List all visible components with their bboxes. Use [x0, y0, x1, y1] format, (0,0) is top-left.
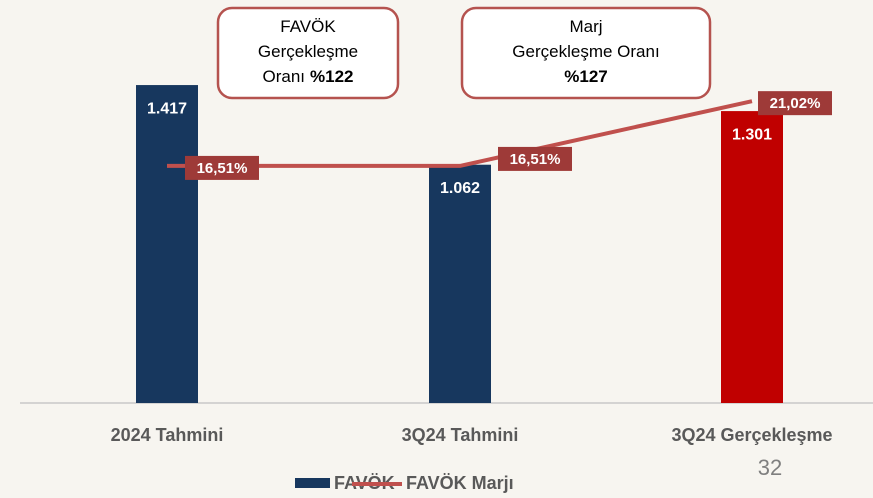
annotation-text: Oranı %122 [262, 67, 353, 86]
annotation-text: FAVÖK [280, 17, 336, 36]
line-value-label: 16,51% [510, 151, 561, 168]
annotation-span: Gerçekleşme [258, 42, 358, 61]
x-tick-label: 3Q24 Tahmini [402, 425, 519, 445]
line [167, 99, 753, 168]
annotation-emphasis: %122 [310, 67, 353, 86]
line-label-box [185, 155, 259, 180]
annotation-text: %127 [564, 67, 607, 86]
annotation-span: Oranı [262, 67, 305, 86]
line-label-box [758, 91, 832, 116]
legend-label: FAVÖK Marjı [406, 473, 514, 493]
line-value-label: 16,51% [197, 160, 248, 177]
x-tick-label: 3Q24 Gerçekleşme [671, 425, 832, 445]
annotation-emphasis: %127 [564, 67, 607, 86]
annotation-span: Marj [569, 17, 602, 36]
annotation-span: FAVÖK [280, 17, 336, 36]
bar-value-label: 1.417 [147, 100, 187, 117]
annotation-span: Gerçekleşme Oranı [512, 42, 659, 61]
x-tick-label: 2024 Tahmini [111, 425, 224, 445]
page-number: 32 [758, 455, 782, 480]
line-label-box [498, 146, 572, 171]
bar [136, 85, 198, 404]
bar-value-label: 1.301 [732, 126, 772, 143]
annotation-text: Gerçekleşme [258, 42, 358, 61]
line-value-label: 21,02% [770, 95, 821, 112]
annotation-text: Gerçekleşme Oranı [512, 42, 659, 61]
bar [721, 111, 783, 403]
bar-value-label: 1.062 [440, 180, 480, 197]
annotation-box [460, 6, 712, 100]
bar [429, 164, 491, 403]
annotation-box [216, 6, 400, 100]
annotation-text: Marj [569, 17, 602, 36]
legend-swatch [295, 478, 330, 488]
